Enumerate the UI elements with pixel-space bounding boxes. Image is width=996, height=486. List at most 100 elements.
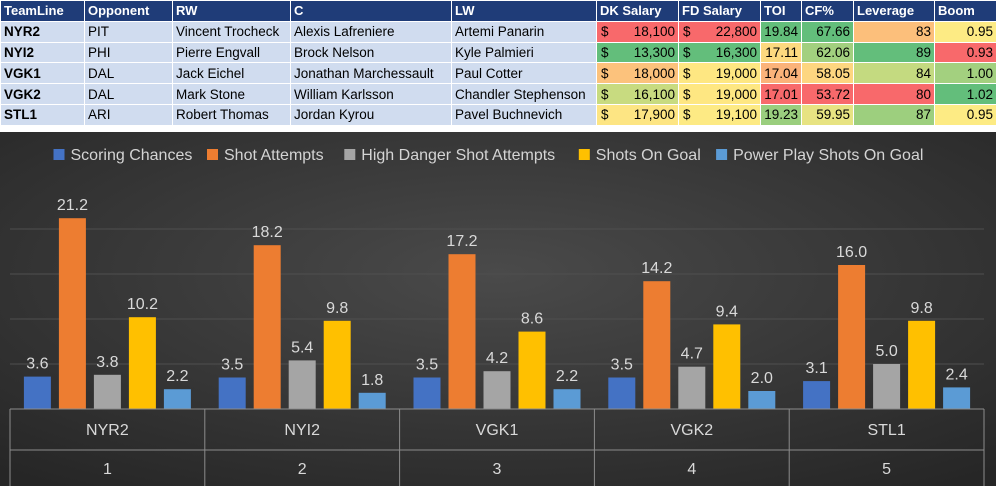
cell-c: Brock Nelson xyxy=(290,41,452,64)
bar xyxy=(288,360,316,409)
bar xyxy=(413,377,441,409)
header-opponent: Opponent xyxy=(84,0,173,22)
data-label: 10.2 xyxy=(127,296,158,313)
category-label: VGK1 xyxy=(476,422,519,439)
data-label: 9.8 xyxy=(326,300,348,317)
bar xyxy=(643,281,671,409)
cell-rw: Robert Thomas xyxy=(172,103,291,126)
header-dk-salary: DK Salary xyxy=(596,0,679,22)
cell-teamline: STL1 xyxy=(0,103,85,126)
cell-toi: 19.23 xyxy=(760,103,802,126)
legend-label: Scoring Chances xyxy=(71,147,193,164)
legend-swatch xyxy=(344,149,356,160)
category-rank-label: 4 xyxy=(687,461,696,478)
header-toi: TOI xyxy=(760,0,802,22)
fd-amount: 16,300 xyxy=(715,44,757,60)
bar xyxy=(128,317,156,409)
cell-fd-salary: $19,100 xyxy=(678,103,761,126)
cell-opponent: PIT xyxy=(84,20,173,43)
currency-symbol: $ xyxy=(601,44,609,60)
legend-label: Power Play Shots On Goal xyxy=(733,147,923,164)
bar xyxy=(58,218,86,409)
fd-amount: 19,000 xyxy=(715,86,757,102)
cell-c: Jonathan Marchessault xyxy=(290,62,452,85)
currency-symbol: $ xyxy=(683,107,691,123)
cell-cf: 67.66 xyxy=(801,20,854,43)
data-label: 4.2 xyxy=(486,350,508,367)
bar-series xyxy=(23,218,971,409)
category-rank-label: 5 xyxy=(882,461,891,478)
bar xyxy=(873,364,901,409)
legend-swatch xyxy=(716,149,728,160)
fd-amount: 22,800 xyxy=(715,24,757,40)
chart-background xyxy=(0,132,996,486)
table-body: NYR2 PIT Vincent Trocheck Alexis Lafreni… xyxy=(0,20,996,126)
cell-fd-salary: $19,000 xyxy=(678,62,761,85)
data-label: 4.7 xyxy=(681,346,703,363)
data-label: 8.6 xyxy=(521,311,543,328)
dk-amount: 16,100 xyxy=(633,86,675,102)
data-label: 21.2 xyxy=(57,197,88,214)
cell-lw: Artemi Panarin xyxy=(451,20,597,43)
cell-c: William Karlsson xyxy=(290,83,452,105)
bar xyxy=(908,320,936,409)
cell-leverage: 87 xyxy=(853,103,935,126)
header-c: C xyxy=(290,0,452,22)
cell-boom: 1.00 xyxy=(934,62,996,85)
data-label: 2.4 xyxy=(945,366,967,383)
fd-amount: 19,100 xyxy=(715,107,757,123)
cell-dk-salary: $17,900 xyxy=(596,103,679,126)
cell-cf: 62.06 xyxy=(801,41,854,64)
cell-toi: 17.01 xyxy=(760,83,802,105)
cell-rw: Vincent Trocheck xyxy=(172,20,291,43)
data-label: 3.8 xyxy=(96,354,118,371)
cell-c: Jordan Kyrou xyxy=(290,103,452,126)
category-label: NYI2 xyxy=(284,422,320,439)
data-label: 3.6 xyxy=(26,356,48,373)
bar xyxy=(448,254,476,409)
header-teamline: TeamLine xyxy=(0,0,85,22)
bar xyxy=(518,331,546,409)
cell-opponent: DAL xyxy=(84,83,173,105)
cell-boom: 0.93 xyxy=(934,41,996,64)
cell-teamline: NYR2 xyxy=(0,20,85,43)
table-row: STL1 ARI Robert Thomas Jordan Kyrou Pave… xyxy=(0,103,996,126)
header-cf: CF% xyxy=(801,0,854,22)
data-label: 3.5 xyxy=(221,357,243,374)
bar xyxy=(608,377,636,409)
header-rw: RW xyxy=(172,0,291,22)
cell-toi: 19.84 xyxy=(760,20,802,43)
category-axis: NYR2 1 NYI2 2 VGK1 3 VGK2 4 STL1 5 xyxy=(9,408,985,486)
cell-boom: 0.95 xyxy=(934,103,996,126)
cell-fd-salary: $22,800 xyxy=(678,20,761,43)
header-fd-salary: FD Salary xyxy=(678,0,761,22)
data-label: 2.0 xyxy=(751,370,773,387)
legend-label: Shot Attempts xyxy=(224,147,324,164)
cell-leverage: 83 xyxy=(853,20,935,43)
cell-c: Alexis Lafreniere xyxy=(290,20,452,43)
bar xyxy=(748,391,776,409)
category-rank-label: 3 xyxy=(493,461,502,478)
cell-dk-salary: $18,000 xyxy=(596,62,679,85)
header-leverage: Leverage xyxy=(853,0,935,22)
data-label: 17.2 xyxy=(446,233,477,250)
currency-symbol: $ xyxy=(683,44,691,60)
table-row: VGK1 DAL Jack Eichel Jonathan Marchessau… xyxy=(0,62,996,85)
data-label: 18.2 xyxy=(252,224,283,241)
currency-symbol: $ xyxy=(683,24,691,40)
currency-symbol: $ xyxy=(683,65,691,81)
data-label: 2.2 xyxy=(166,368,188,385)
data-label: 5.0 xyxy=(875,343,897,360)
bar xyxy=(678,366,706,409)
cell-lw: Kyle Palmieri xyxy=(451,41,597,64)
bar xyxy=(803,381,831,409)
category-label: NYR2 xyxy=(86,422,129,439)
bar xyxy=(23,376,51,409)
cell-lw: Pavel Buchnevich xyxy=(451,103,597,126)
legend-label: High Danger Shot Attempts xyxy=(361,147,555,164)
fd-amount: 19,000 xyxy=(715,65,757,81)
data-label: 14.2 xyxy=(641,260,672,277)
cell-fd-salary: $16,300 xyxy=(678,41,761,64)
cell-dk-salary: $18,100 xyxy=(596,20,679,43)
cell-toi: 17.04 xyxy=(760,62,802,85)
